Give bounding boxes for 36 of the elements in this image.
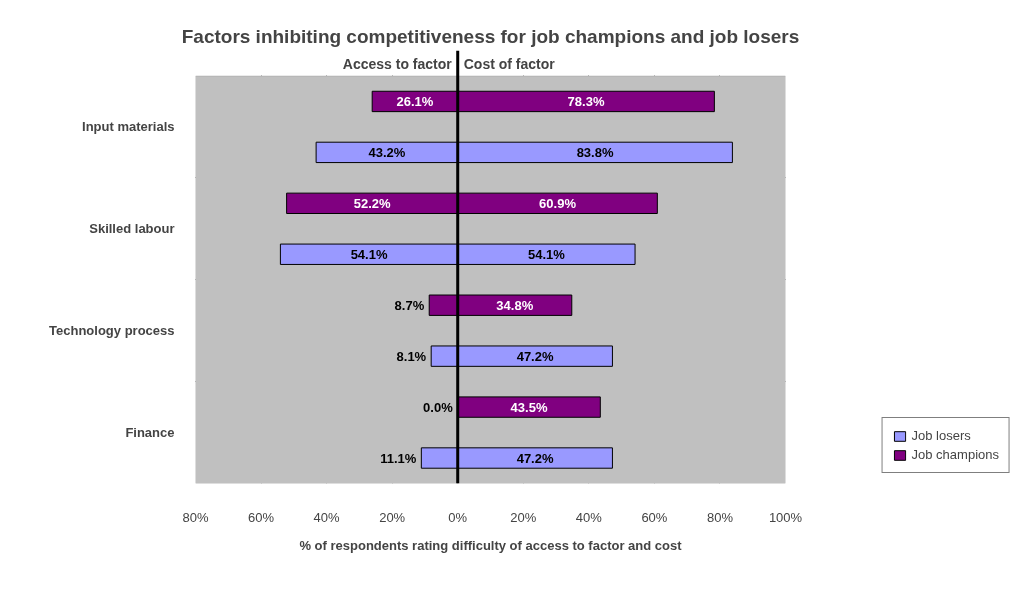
data-label: 0.0% (423, 399, 454, 415)
data-label: 43.2% (368, 144, 406, 160)
x-tick-label: 80% (706, 509, 734, 525)
data-label: 43.5% (510, 399, 548, 415)
x-tick-label: 60% (248, 509, 275, 525)
data-label: 47.2% (516, 348, 554, 364)
y-tick-label: Input materials (82, 119, 175, 135)
legend-label: Job losers (911, 428, 971, 443)
data-label: 26.1% (396, 93, 434, 109)
data-label: 47.2% (516, 450, 554, 466)
x-tick-label: 20% (379, 509, 406, 525)
y-tick-label: Skilled labour (89, 221, 175, 237)
x-tick-label: 20% (510, 509, 537, 525)
legend-label: Job champions (911, 447, 999, 462)
data-label: 54.1% (527, 246, 566, 262)
text: Access to factor (342, 55, 453, 72)
x-tick-label: 40% (313, 509, 341, 525)
x-tick-label: 100% (768, 509, 803, 525)
data-label: 11.1% (380, 450, 417, 466)
x-tick-label: 60% (641, 509, 668, 525)
x-tick-label: 40% (575, 509, 603, 525)
x-tick-label: 80% (182, 509, 209, 525)
data-label: 52.2% (353, 195, 392, 211)
y-tick-label: Technology process (49, 323, 175, 339)
text: Cost of factor (463, 55, 556, 72)
y-tick-label: Finance (125, 425, 175, 441)
data-label: 54.1% (350, 246, 388, 262)
data-label: 83.8% (576, 144, 614, 160)
data-label: 34.8% (496, 297, 534, 313)
data-label: 8.1% (396, 348, 427, 364)
data-label: 8.7% (394, 297, 425, 313)
x-axis-title: % of respondents rating difficulty of access to factor and cost (299, 537, 683, 553)
data-label: 60.9% (539, 195, 577, 211)
data-label: 78.3% (567, 93, 605, 109)
x-tick-label: 0% (448, 509, 468, 525)
chart-title: Factors inhibiting competitiveness for job champions and job losers (181, 25, 800, 47)
